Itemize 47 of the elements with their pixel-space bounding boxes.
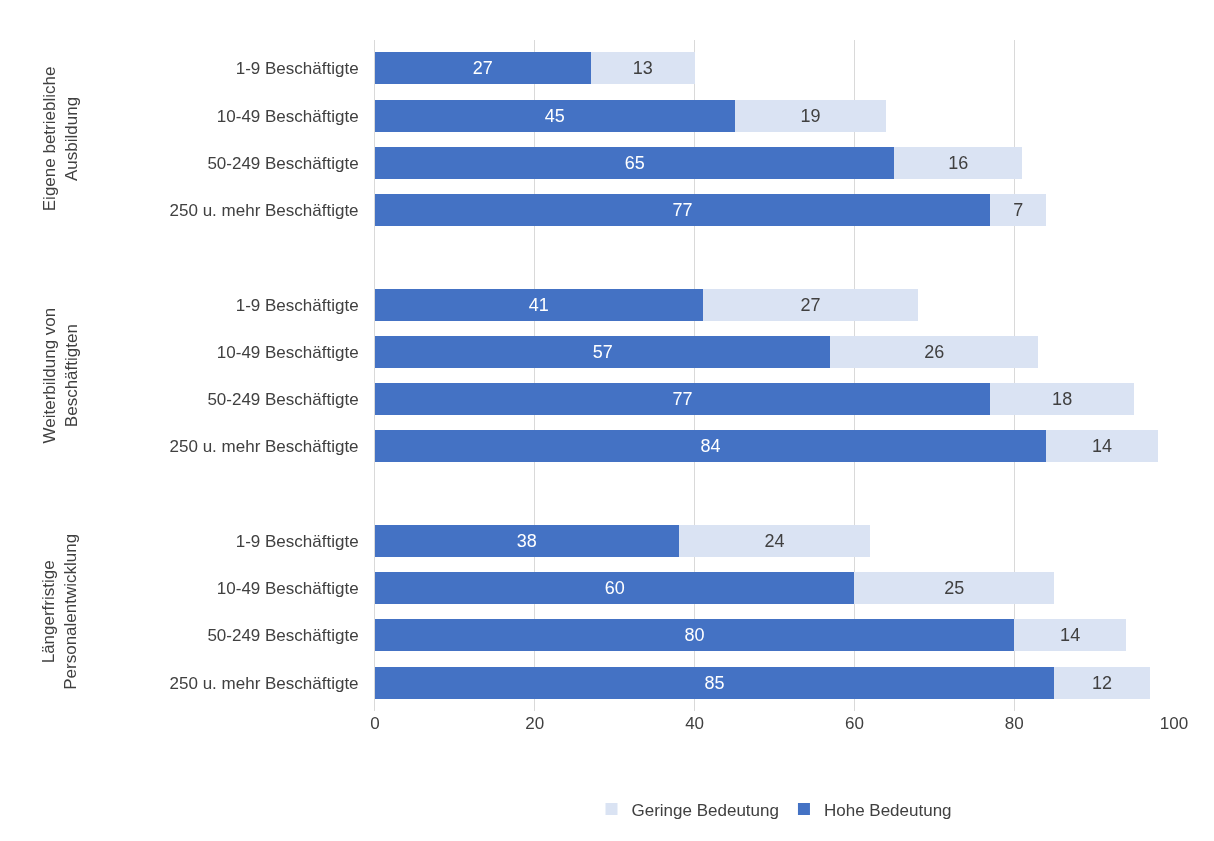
y-tick-label: 50-249 Beschäftigte: [207, 153, 359, 173]
y-tick-label: 1-9 Beschäftigte: [235, 59, 359, 79]
y-tick-label: 1-9 Beschäftigte: [235, 531, 359, 551]
y-tick-label: 10-49 Beschäftigte: [216, 579, 359, 599]
data-label: 60: [604, 578, 625, 599]
data-label: 80: [684, 625, 705, 646]
y-tick-label: 10-49 Beschäftigte: [216, 342, 359, 362]
x-tick-label: 20: [525, 714, 545, 733]
data-label: 45: [544, 105, 565, 126]
data-label: 85: [704, 672, 725, 693]
data-label: 12: [1092, 672, 1113, 693]
text: Längerfristige Personalentwicklung: [39, 533, 81, 690]
y-tick-label: 10-49 Beschäftigte: [216, 106, 359, 126]
data-label: 24: [764, 530, 785, 551]
data-label: 27: [472, 58, 493, 79]
y-tick-label: 1-9 Beschäftigte: [235, 295, 359, 315]
y-tick-label: 50-249 Beschäftigte: [207, 626, 359, 646]
x-tick-label: 80: [1004, 714, 1024, 733]
data-label: 41: [528, 294, 549, 315]
data-label: 16: [948, 152, 969, 173]
data-label: 77: [672, 200, 693, 221]
y-tick-label: 250 u. mehr Beschäftigte: [169, 201, 359, 221]
data-label: 84: [700, 436, 721, 457]
data-label: 65: [624, 152, 645, 173]
y-tick-label: 50-249 Beschäftigte: [207, 390, 359, 410]
x-tick-label: 40: [685, 714, 705, 733]
data-label: 19: [800, 105, 821, 126]
data-label: 57: [592, 341, 613, 362]
data-label: 18: [1052, 389, 1073, 410]
data-label: 13: [632, 58, 653, 79]
x-tick-label: 0: [370, 714, 380, 733]
x-tick-label: 100: [1159, 714, 1189, 733]
data-label: 25: [944, 578, 965, 599]
legend-label: Geringe Bedeutung: [631, 800, 779, 820]
x-tick-label: 60: [844, 714, 864, 733]
legend-label: Hohe Bedeutung: [823, 800, 952, 820]
y-tick-label: 250 u. mehr Beschäftigte: [169, 673, 359, 693]
text: Eigene betriebliche Ausbildung: [39, 66, 81, 212]
data-label: 14: [1060, 625, 1081, 646]
data-label: 38: [516, 530, 537, 551]
text: Weiterbildung von Beschäftigten: [39, 307, 81, 444]
data-label: 77: [672, 389, 693, 410]
data-label: 26: [924, 341, 945, 362]
data-label: 14: [1092, 436, 1113, 457]
data-label: 27: [800, 294, 821, 315]
y-tick-label: 250 u. mehr Beschäftigte: [169, 437, 359, 457]
data-label: 7: [1013, 200, 1024, 221]
